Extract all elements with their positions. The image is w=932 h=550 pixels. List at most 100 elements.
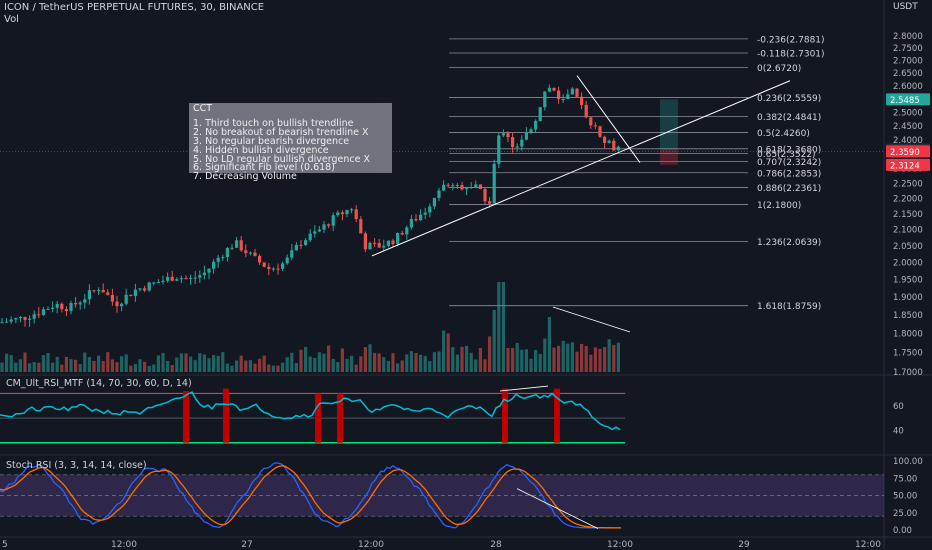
price-tick-label: 1.8500 [893, 311, 923, 321]
volume-bar [97, 355, 101, 372]
volume-bar [405, 354, 409, 372]
candle-body [557, 90, 561, 100]
candle-body [469, 187, 473, 189]
candle-body [460, 184, 464, 190]
volume-bar [32, 362, 36, 372]
candle-body [538, 107, 542, 121]
candle-body [235, 240, 239, 248]
candle-body [225, 248, 229, 258]
candle-body [156, 282, 160, 284]
candle-body [570, 88, 574, 95]
time-axis-label: 27 [241, 540, 252, 550]
candle-body [207, 268, 211, 273]
candle-body [359, 219, 363, 234]
volume-bar [391, 353, 395, 372]
cct-item: 6. Significant Fib level (0.618) [193, 162, 335, 174]
candle-body [133, 289, 137, 296]
position-target-zone [660, 99, 678, 150]
price-tick-label: 2.7500 [893, 44, 923, 54]
volume-bar [28, 363, 32, 372]
candle-body [248, 252, 252, 254]
candle-body [474, 184, 478, 188]
candle-body [175, 279, 179, 281]
volume-bar [446, 333, 450, 372]
time-axis-label: 12:00 [607, 540, 633, 550]
stoch-axis-label: 0.00 [893, 526, 912, 536]
fib-level-label: 0.5(2.4260) [757, 129, 810, 139]
volume-bar [83, 352, 87, 372]
volume-bar [69, 359, 73, 372]
candle-body [5, 321, 9, 323]
rsi-axis-label: 40 [893, 426, 904, 436]
candle-body [442, 184, 446, 191]
candle-body [616, 146, 620, 151]
volume-bar [202, 354, 206, 372]
rsi-indicator-title: CM_Ult_RSI_MTF (14, 70, 30, 60, D, 14) [6, 378, 192, 389]
volume-bar [557, 345, 561, 372]
candle-body [492, 163, 496, 204]
time-axis-label: 28 [490, 540, 502, 550]
candle-body [589, 117, 593, 126]
volume-bar [166, 360, 170, 372]
candle-body [598, 126, 602, 137]
candle-body [212, 261, 216, 269]
price-tick-label: 2.8000 [893, 32, 923, 42]
volume-bar [359, 356, 363, 372]
rsi-overbought-bar [337, 393, 343, 443]
volume-bar [345, 358, 349, 372]
candle-body [396, 233, 400, 244]
fib-level-label: 0.65(2.3522) [757, 150, 816, 160]
cct-item: 2. No breakout of bearish trendline X [193, 126, 369, 138]
price-tick-label: 2.0000 [893, 259, 923, 269]
fib-level-label: 0.786(2.2853) [757, 169, 821, 179]
volume-bar [304, 346, 308, 372]
cct-item: 5. No LD regular bullish divergence X [193, 153, 370, 165]
volume-bar [51, 362, 55, 372]
volume-bar [267, 364, 271, 372]
volume-bar [143, 361, 147, 372]
candle-body [216, 257, 220, 262]
price-tick-label: 2.6500 [893, 69, 923, 79]
candle-body [87, 290, 91, 300]
cct-item: 4. Hidden bullish divergence [193, 144, 329, 156]
volume-bar [538, 353, 542, 372]
candle-body [543, 91, 547, 108]
candle-body [115, 301, 119, 307]
volume-bar [78, 364, 82, 372]
price-axis-label-bg [886, 145, 930, 158]
candle-body [345, 210, 349, 215]
price-tick-label: 2.5000 [893, 108, 923, 118]
volume-decline-line [552, 306, 631, 333]
volume-bar [478, 348, 482, 372]
volume-bar [189, 356, 193, 372]
candle-body [373, 242, 377, 244]
volume-bar [400, 360, 404, 372]
candle-body [515, 146, 519, 148]
volume-bar [580, 343, 584, 372]
volume-bar [322, 353, 326, 372]
volume-bar [14, 362, 18, 372]
candle-body [432, 197, 436, 207]
price-tick-label: 2.2500 [893, 179, 923, 189]
rsi-overbought-bar [223, 388, 229, 443]
volume-bar [386, 361, 390, 372]
price-tick-label: 1.7500 [893, 348, 923, 358]
fib-level-label: 0.618(2.3680) [757, 145, 821, 155]
volume-bar [506, 347, 510, 372]
candle-body [262, 262, 266, 267]
volume-bar [281, 362, 285, 372]
cct-title: CCT [193, 103, 213, 114]
volume-bar [547, 317, 551, 372]
candle-body [74, 303, 78, 305]
volume-bar [607, 339, 611, 372]
cct-checklist-box[interactable]: CCT 1. Third touch on bullish trendline … [189, 103, 392, 182]
volume-bar [184, 353, 188, 372]
volume-bar [115, 362, 119, 372]
candle-body [129, 294, 133, 296]
candle-body [64, 309, 68, 312]
time-axis-label: 29 [738, 540, 750, 550]
volume-bar [64, 356, 68, 372]
volume-bar [414, 353, 418, 372]
candle-body [221, 257, 225, 259]
